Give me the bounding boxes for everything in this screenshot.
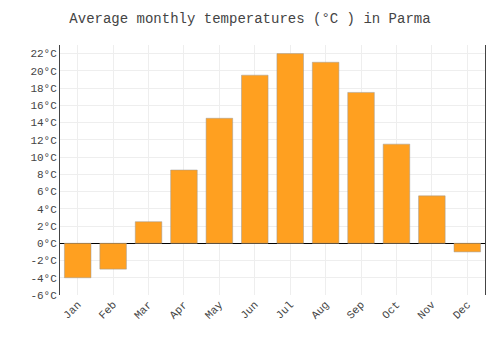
svg-text:2°C: 2°C (37, 221, 57, 233)
svg-text:-6°C: -6°C (30, 290, 57, 302)
svg-text:22°C: 22°C (30, 48, 57, 60)
svg-text:Oct: Oct (380, 299, 402, 321)
svg-text:Sep: Sep (345, 299, 367, 321)
svg-text:18°C: 18°C (30, 83, 57, 95)
svg-text:Jul: Jul (274, 299, 296, 321)
svg-text:-4°C: -4°C (30, 273, 57, 285)
svg-text:12°C: 12°C (30, 135, 57, 147)
svg-text:Aug: Aug (309, 299, 331, 321)
svg-text:Jun: Jun (238, 299, 260, 321)
svg-text:4°C: 4°C (37, 204, 57, 216)
svg-text:Feb: Feb (97, 299, 119, 321)
svg-text:8°C: 8°C (37, 169, 57, 181)
svg-text:0°C: 0°C (37, 238, 57, 250)
svg-text:-2°C: -2°C (30, 255, 57, 267)
svg-text:Jan: Jan (61, 299, 83, 321)
svg-text:Dec: Dec (451, 299, 473, 321)
svg-text:Nov: Nov (415, 299, 438, 322)
svg-text:10°C: 10°C (30, 152, 57, 164)
svg-text:16°C: 16°C (30, 100, 57, 112)
svg-text:Average monthly temperatures (: Average monthly temperatures (°C ) in Pa… (69, 11, 430, 27)
svg-text:Apr: Apr (167, 299, 189, 321)
svg-text:14°C: 14°C (30, 117, 57, 129)
svg-text:6°C: 6°C (37, 186, 57, 198)
svg-text:20°C: 20°C (30, 66, 57, 78)
svg-text:May: May (203, 299, 226, 322)
svg-text:Mar: Mar (132, 299, 154, 321)
